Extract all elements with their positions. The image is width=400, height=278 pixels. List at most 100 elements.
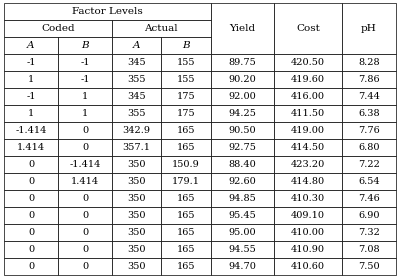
Text: Cost: Cost: [296, 24, 320, 33]
Text: 165: 165: [177, 262, 195, 271]
Text: 419.60: 419.60: [291, 75, 325, 84]
Text: 411.50: 411.50: [291, 109, 325, 118]
Bar: [161, 156, 210, 173]
Text: 7.32: 7.32: [358, 228, 380, 237]
Bar: [274, 173, 342, 190]
Bar: [58, 122, 112, 139]
Text: Coded: Coded: [41, 24, 75, 33]
Bar: [210, 105, 274, 122]
Text: 0: 0: [28, 228, 34, 237]
Text: 0: 0: [82, 194, 88, 203]
Bar: [342, 173, 396, 190]
Text: 7.46: 7.46: [358, 194, 380, 203]
Bar: [161, 190, 210, 207]
Bar: [161, 71, 210, 88]
Text: 7.76: 7.76: [358, 126, 380, 135]
Text: 6.54: 6.54: [358, 177, 380, 186]
Text: 423.20: 423.20: [291, 160, 325, 169]
Text: 92.75: 92.75: [228, 143, 256, 152]
Bar: [342, 3, 396, 54]
Text: 0: 0: [28, 194, 34, 203]
Bar: [161, 258, 210, 275]
Text: 165: 165: [177, 143, 195, 152]
Bar: [112, 105, 161, 122]
Bar: [342, 224, 396, 241]
Bar: [210, 3, 274, 54]
Bar: [274, 105, 342, 122]
Text: 165: 165: [177, 228, 195, 237]
Text: 350: 350: [127, 245, 146, 254]
Bar: [274, 88, 342, 105]
Text: 0: 0: [82, 245, 88, 254]
Bar: [210, 122, 274, 139]
Bar: [210, 241, 274, 258]
Bar: [342, 122, 396, 139]
Bar: [4, 139, 58, 156]
Text: 345: 345: [127, 92, 146, 101]
Text: 416.00: 416.00: [291, 92, 325, 101]
Bar: [274, 71, 342, 88]
Bar: [342, 207, 396, 224]
Bar: [342, 241, 396, 258]
Text: 90.50: 90.50: [228, 126, 256, 135]
Text: Yield: Yield: [229, 24, 255, 33]
Bar: [58, 156, 112, 173]
Bar: [210, 224, 274, 241]
Text: 7.22: 7.22: [358, 160, 380, 169]
Text: 342.9: 342.9: [123, 126, 151, 135]
Bar: [58, 224, 112, 241]
Text: 0: 0: [82, 126, 88, 135]
Bar: [274, 54, 342, 71]
Bar: [161, 105, 210, 122]
Bar: [161, 88, 210, 105]
Bar: [4, 105, 58, 122]
Bar: [58, 71, 112, 88]
Bar: [342, 105, 396, 122]
Text: 7.08: 7.08: [358, 245, 380, 254]
Text: 0: 0: [28, 160, 34, 169]
Bar: [342, 71, 396, 88]
Bar: [274, 207, 342, 224]
Text: 94.85: 94.85: [228, 194, 256, 203]
Text: 6.38: 6.38: [358, 109, 380, 118]
Bar: [342, 190, 396, 207]
Bar: [4, 88, 58, 105]
Bar: [210, 173, 274, 190]
Bar: [274, 258, 342, 275]
Text: 0: 0: [28, 262, 34, 271]
Bar: [342, 156, 396, 173]
Bar: [161, 207, 210, 224]
Text: 92.00: 92.00: [228, 92, 256, 101]
Bar: [161, 241, 210, 258]
Bar: [274, 3, 342, 54]
Text: 350: 350: [127, 211, 146, 220]
Text: 350: 350: [127, 194, 146, 203]
Bar: [161, 54, 210, 71]
Text: 1: 1: [28, 75, 34, 84]
Bar: [4, 3, 210, 20]
Bar: [112, 190, 161, 207]
Text: 7.86: 7.86: [358, 75, 380, 84]
Text: 165: 165: [177, 245, 195, 254]
Text: 350: 350: [127, 160, 146, 169]
Text: 88.40: 88.40: [228, 160, 256, 169]
Text: 165: 165: [177, 126, 195, 135]
Bar: [58, 105, 112, 122]
Text: 0: 0: [82, 228, 88, 237]
Bar: [58, 37, 112, 54]
Text: 1: 1: [82, 109, 88, 118]
Bar: [58, 88, 112, 105]
Text: 355: 355: [127, 109, 146, 118]
Text: 1.414: 1.414: [17, 143, 45, 152]
Bar: [4, 71, 58, 88]
Bar: [161, 122, 210, 139]
Bar: [112, 88, 161, 105]
Text: 419.00: 419.00: [291, 126, 325, 135]
Bar: [112, 224, 161, 241]
Text: -1: -1: [26, 92, 36, 101]
Text: 1: 1: [82, 92, 88, 101]
Bar: [58, 54, 112, 71]
Text: 179.1: 179.1: [172, 177, 200, 186]
Bar: [112, 258, 161, 275]
Text: 90.20: 90.20: [228, 75, 256, 84]
